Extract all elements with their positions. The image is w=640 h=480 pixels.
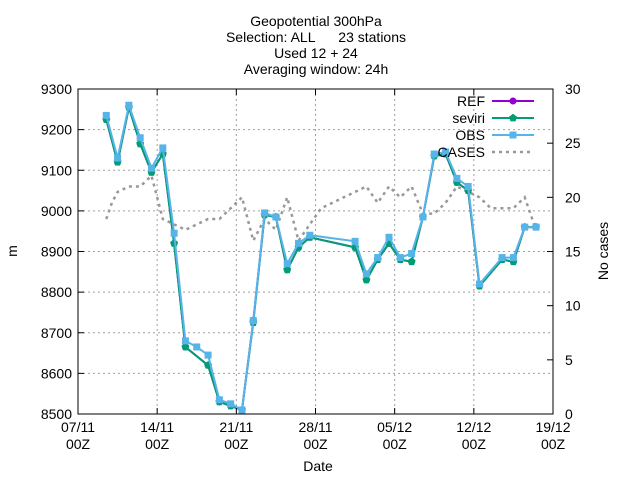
- data-point-obs: [249, 317, 257, 325]
- y-tick-label: 9200: [41, 122, 72, 138]
- data-point-obs: [193, 343, 201, 351]
- y-tick-label: 9000: [41, 203, 72, 219]
- x-tick-label-time: 00Z: [145, 436, 170, 452]
- y2-tick-label: 5: [565, 352, 573, 368]
- data-point-obs: [204, 351, 212, 359]
- x-tick-label: 07/11: [61, 419, 95, 435]
- legend-label-ref: REF: [457, 93, 485, 109]
- series-line-cases: [105, 173, 538, 245]
- x-axis-label: Date: [303, 458, 333, 474]
- series-cases: [105, 173, 538, 245]
- data-point-obs: [453, 174, 461, 182]
- data-point-obs: [408, 250, 416, 258]
- y2-tick-label: 0: [565, 406, 573, 422]
- data-point-obs: [283, 260, 291, 268]
- data-point-obs: [227, 400, 235, 408]
- title-line: Selection: ALL 23 stations: [226, 29, 406, 45]
- y2-tick-label: 30: [565, 81, 581, 97]
- data-point-obs: [362, 270, 370, 278]
- y-tick-label: 8700: [41, 325, 72, 341]
- legend-marker-ref: [509, 97, 517, 105]
- title-line: Averaging window: 24h: [244, 61, 389, 77]
- data-point-obs: [136, 134, 144, 142]
- y2-tick-label: 20: [565, 189, 581, 205]
- legend-label-seviri: seviri: [452, 110, 485, 126]
- data-point-obs: [351, 237, 359, 245]
- x-tick-label: 28/11: [299, 419, 333, 435]
- data-point-obs: [215, 396, 223, 404]
- x-tick-label-time: 00Z: [224, 436, 249, 452]
- grid-lines: [78, 89, 553, 414]
- data-point-obs: [430, 150, 438, 158]
- legend-label-cases: CASES: [438, 144, 485, 160]
- data-point-obs: [159, 144, 167, 152]
- y-tick-label: 9300: [41, 81, 72, 97]
- title-line: Used 12 + 24: [274, 45, 358, 61]
- data-point-seviri: [283, 265, 292, 274]
- x-tick-label-time: 00Z: [303, 436, 328, 452]
- data-point-obs: [521, 223, 529, 231]
- data-point-obs: [306, 231, 314, 239]
- x-tick-label: 05/12: [377, 419, 412, 435]
- x-tick-label-time: 00Z: [541, 436, 566, 452]
- y-axis-label: m: [4, 245, 20, 257]
- data-point-obs: [509, 254, 517, 262]
- data-point-obs: [125, 101, 133, 109]
- y-tick-label: 8800: [41, 284, 72, 300]
- axis-ticks: 8500 8600 8700 8800 8900 9000 9100 9200 9300 0 5 10…: [41, 81, 581, 452]
- x-tick-label: 14/11: [140, 419, 174, 435]
- data-point-obs: [374, 254, 382, 262]
- y-tick-label: 8600: [41, 365, 72, 381]
- series-line-seviri: [105, 107, 536, 412]
- data-point-obs: [148, 164, 156, 172]
- data-point-obs: [396, 254, 404, 262]
- data-point-obs: [102, 111, 110, 119]
- data-point-seviri: [407, 257, 416, 266]
- data-point-obs: [475, 280, 483, 288]
- y-tick-label: 8900: [41, 244, 72, 260]
- data-point-obs: [295, 239, 303, 247]
- data-point-obs: [272, 213, 280, 221]
- legend-label-obs: OBS: [455, 127, 485, 143]
- data-point-seviri: [362, 275, 371, 284]
- x-tick-label: 12/12: [456, 419, 491, 435]
- y2-tick-label: 10: [565, 298, 581, 314]
- data-point-obs: [442, 148, 450, 156]
- y-tick-label: 9100: [41, 162, 72, 178]
- x-tick-label: 21/11: [219, 419, 253, 435]
- data-point-obs: [464, 183, 472, 190]
- legend-marker-seviri: [509, 113, 517, 122]
- data-point-obs: [532, 223, 540, 231]
- data-point-seviri: [181, 342, 190, 351]
- x-tick-label: 19/12: [535, 419, 570, 435]
- x-tick-label-time: 00Z: [383, 436, 408, 452]
- title-line: Geopotential 300hPa: [250, 13, 382, 29]
- y2-tick-label: 15: [565, 244, 581, 260]
- data-point-obs: [419, 213, 427, 221]
- data-point-obs: [385, 233, 393, 241]
- x-tick-label-time: 00Z: [462, 436, 487, 452]
- y2-tick-label: 25: [565, 135, 581, 151]
- data-point-obs: [261, 209, 269, 217]
- x-tick-label-time: 00Z: [66, 436, 91, 452]
- y2-axis-label: No cases: [595, 222, 611, 280]
- data-point-obs: [238, 406, 246, 414]
- series-obs: [102, 101, 540, 414]
- series-layer: [102, 101, 540, 414]
- data-point-obs: [498, 254, 506, 262]
- y-tick-label: 8500: [41, 406, 72, 422]
- data-point-obs: [170, 229, 178, 237]
- data-point-obs: [114, 154, 122, 162]
- data-point-obs: [181, 337, 189, 345]
- legend-marker-obs: [509, 131, 517, 139]
